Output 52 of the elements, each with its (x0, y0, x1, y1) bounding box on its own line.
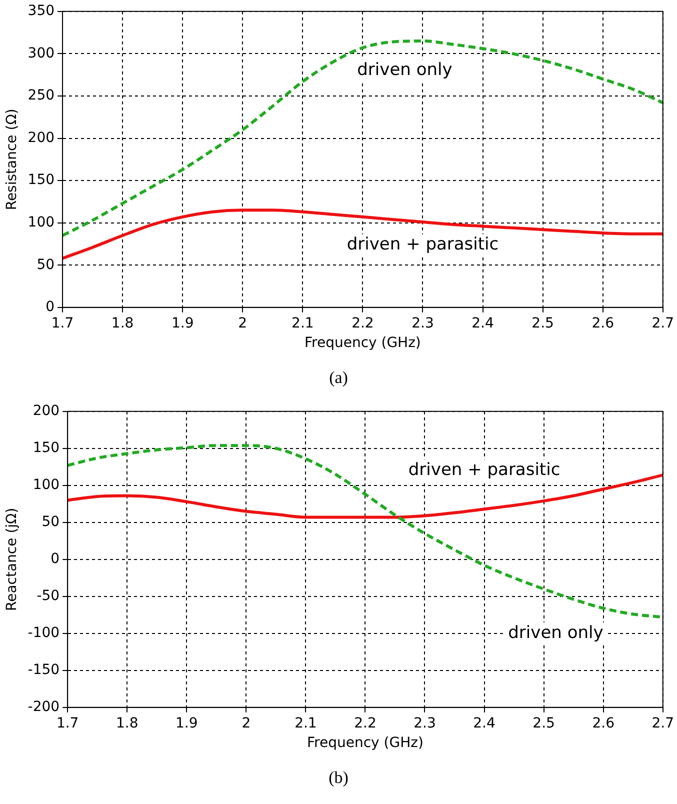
x-tick-label: 2.1 (294, 715, 317, 732)
x-tick-label: 1.7 (51, 315, 74, 332)
y-tick-label: -150 (28, 662, 60, 678)
y-tick-label: 50 (36, 256, 55, 273)
y-axis-title: Reactance (jΩ) (4, 508, 20, 611)
y-tick-label: 150 (28, 172, 55, 188)
x-tick-label: 2.6 (592, 715, 615, 732)
y-tick-label: 350 (28, 3, 55, 20)
y-tick-label: 150 (32, 440, 60, 456)
series-label: driven + parasitic (408, 460, 560, 480)
y-tick-label: 250 (28, 88, 55, 104)
series-label: driven + parasitic (346, 234, 499, 255)
x-tick-label: 2.2 (354, 715, 376, 732)
x-tick-label: 2.5 (532, 315, 554, 332)
x-tick-label: 2.5 (532, 715, 555, 732)
x-tick-label: 2.7 (652, 715, 674, 732)
x-tick-label: 2.3 (414, 715, 436, 732)
line-series (68, 444, 663, 619)
x-tick-label: 1.9 (176, 715, 198, 732)
x-tick-label: 2.3 (412, 315, 434, 332)
y-tick-label: 300 (28, 45, 55, 62)
x-tick-label: 1.7 (56, 715, 79, 732)
x-tick-label: 2.2 (352, 315, 374, 332)
line-series (62, 208, 663, 260)
x-tick-label: 2 (242, 715, 251, 732)
y-tick-label: 0 (50, 551, 60, 568)
x-tick-label: 2.6 (592, 315, 614, 332)
series-label: driven only (508, 622, 604, 643)
line-series (62, 40, 663, 238)
series-label: driven only (357, 60, 452, 80)
x-tick-label: 2 (238, 315, 248, 332)
x-tick-label: 2.7 (652, 315, 674, 332)
y-tick-label: -100 (28, 625, 60, 642)
y-tick-label: 200 (28, 130, 55, 146)
text: (b) (328, 767, 350, 789)
text: (a) (328, 367, 349, 389)
x-tick-label: 2.4 (472, 315, 494, 332)
y-tick-label: -200 (28, 699, 60, 716)
y-tick-label: 50 (42, 514, 60, 530)
x-tick-label: 1.9 (171, 315, 194, 332)
y-axis-title: Resistance (Ω) (4, 108, 20, 210)
y-tick-label: 200 (32, 403, 60, 420)
x-tick-label: 2.1 (292, 315, 314, 332)
x-tick-label: 1.8 (111, 315, 134, 332)
x-axis-title: Frequency (GHz) (304, 335, 421, 352)
x-tick-label: 1.8 (116, 715, 138, 732)
y-tick-label: 100 (28, 214, 55, 230)
x-axis-title: Frequency (GHz) (307, 735, 424, 752)
y-tick-label: -50 (36, 588, 60, 604)
x-tick-label: 2.4 (473, 715, 496, 732)
y-tick-label: 0 (46, 299, 55, 316)
y-tick-label: 100 (32, 477, 60, 494)
